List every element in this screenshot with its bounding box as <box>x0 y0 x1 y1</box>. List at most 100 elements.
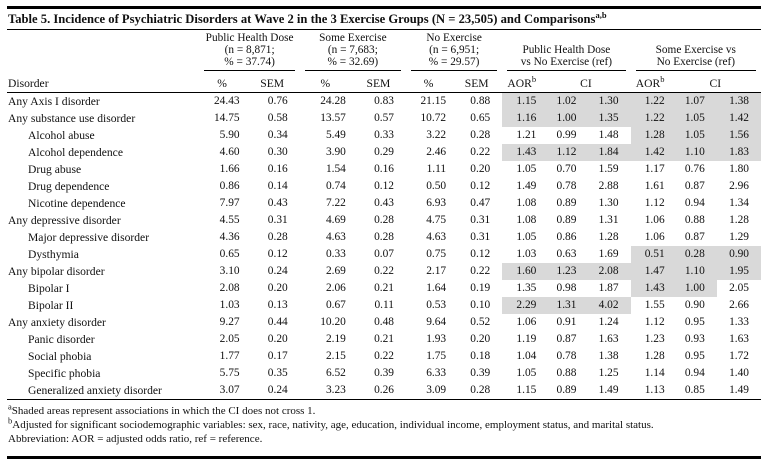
table-row: Major depressive disorder 4.36 0.28 4.63 0.2… <box>7 229 761 246</box>
cell-phd-sem: 0.35 <box>267 367 288 379</box>
disorder-label: Bipolar II <box>28 299 74 312</box>
cell-some-vs-no-ci-low: 1.05 <box>676 110 717 127</box>
cell-no-sem: 0.19 <box>470 282 491 294</box>
cell-phd-vs-no-aor: 1.16 <box>502 110 549 127</box>
cell-no-pct: 21.15 <box>420 95 447 107</box>
cell-some-vs-no-ci-high: 1.29 <box>729 231 749 243</box>
disorder-label: Nicotine dependence <box>28 197 126 210</box>
cell-no-pct: 6.33 <box>426 367 447 379</box>
cell-phd-sem: 0.43 <box>267 197 288 209</box>
table-row: Generalized anxiety disorder 3.07 0.24 3.23… <box>7 382 761 400</box>
cell-phd-vs-no-ci-high: 2.08 <box>588 263 631 280</box>
disorder-label: Social phobia <box>28 350 92 363</box>
cell-phd-pct: 4.55 <box>219 214 240 226</box>
cell-some-vs-no-ci-low: 0.76 <box>684 163 705 175</box>
cell-some-vs-no-aor: 1.28 <box>644 350 665 362</box>
cell-no-sem: 0.12 <box>470 248 491 260</box>
disorder-label: Any substance use disorder <box>8 112 136 125</box>
cell-phd-vs-no-ci-low: 0.78 <box>556 350 577 362</box>
cell-phd-vs-no-aor: 1.03 <box>516 248 537 260</box>
cell-some-vs-no-aor: 1.42 <box>630 144 677 161</box>
cell-some-vs-no-aor: 1.17 <box>644 163 665 175</box>
footnote-abbreviation-text: Abbreviation: AOR = adjusted odds ratio,… <box>8 432 263 445</box>
table-row: Any bipolar disorder 3.10 0.24 2.69 0.22 2.17… <box>7 263 761 280</box>
cell-some-vs-no-ci-high: 2.96 <box>729 180 749 192</box>
cell-phd-pct: 2.08 <box>219 282 240 294</box>
pct-header: % <box>199 71 252 93</box>
cell-phd-vs-no-ci-high: 1.49 <box>598 384 619 396</box>
disorder-label: Alcohol abuse <box>28 129 95 142</box>
cell-some-vs-no-ci-low: 1.00 <box>676 280 717 297</box>
cell-no-sem: 0.20 <box>470 333 491 345</box>
cell-some-sem: 0.21 <box>374 282 394 294</box>
cell-some-vs-no-aor: 1.13 <box>644 384 665 396</box>
cell-some-sem: 0.39 <box>374 367 394 379</box>
top-rule <box>7 6 761 9</box>
cell-phd-pct: 5.90 <box>219 129 240 141</box>
cell-some-pct: 6.52 <box>325 367 346 379</box>
cell-phd-vs-no-ci-high: 1.38 <box>598 350 619 362</box>
cell-phd-vs-no-aor: 1.21 <box>516 129 537 141</box>
cell-some-sem: 0.43 <box>374 197 394 209</box>
cell-some-vs-no-aor: 1.06 <box>644 214 665 226</box>
cell-no-sem: 0.28 <box>470 384 491 396</box>
cell-phd-vs-no-ci-low: 1.23 <box>548 263 589 280</box>
footnote-abbreviation: Abbreviation: AOR = adjusted odds ratio,… <box>8 433 759 447</box>
cell-phd-vs-no-ci-low: 0.78 <box>556 180 577 192</box>
footnote-a-marker: a <box>8 401 12 412</box>
group-label: Public Health Dose vs No Exercise (ref) <box>507 32 626 71</box>
cell-some-pct: 2.06 <box>325 282 346 294</box>
cell-some-vs-no-ci-low: 0.85 <box>684 384 705 396</box>
table-row: Specific phobia 5.75 0.35 6.52 0.39 6.33 0.39 1… <box>7 365 761 382</box>
cell-phd-sem: 0.16 <box>267 163 288 175</box>
cell-some-vs-no-ci-low: 0.87 <box>684 231 705 243</box>
cell-some-vs-no-ci-low: 0.28 <box>676 246 717 263</box>
sem-header: SEM <box>458 71 503 93</box>
cell-some-vs-no-aor: 1.22 <box>630 92 677 110</box>
cell-some-vs-no-ci-low: 0.87 <box>684 180 705 192</box>
cell-phd-vs-no-aor: 1.19 <box>516 333 537 345</box>
table-row: Dysthymia 0.65 0.12 0.33 0.07 0.75 0.12 1.03 0.6… <box>7 246 761 263</box>
aor-header-label: AOR <box>635 77 661 90</box>
cell-some-vs-no-ci-low: 0.90 <box>684 299 705 311</box>
cell-phd-vs-no-ci-high: 4.02 <box>588 297 631 314</box>
disorder-label: Any bipolar disorder <box>8 265 105 278</box>
cell-no-pct: 2.46 <box>426 146 447 158</box>
cell-some-pct: 4.69 <box>325 214 346 226</box>
cell-phd-vs-no-ci-low: 0.88 <box>556 367 577 379</box>
cell-phd-vs-no-ci-high: 1.69 <box>598 248 619 260</box>
table-row: Panic disorder 2.05 0.20 2.19 0.21 1.93 0.20 1.… <box>7 331 761 348</box>
cell-no-pct: 0.75 <box>426 248 447 260</box>
cell-some-sem: 0.28 <box>374 214 394 226</box>
cell-some-vs-no-ci-high: 0.90 <box>716 246 761 263</box>
group-phd-vs-no-exercise: Public Health Dose vs No Exercise (ref) <box>502 30 630 71</box>
cell-phd-vs-no-ci-high: 1.59 <box>598 163 619 175</box>
footnote-a: aShaded areas represent associations in … <box>8 402 759 419</box>
cell-some-vs-no-aor: 1.06 <box>644 231 665 243</box>
cell-phd-pct: 14.75 <box>213 112 240 124</box>
aor-header-label: AOR <box>507 77 532 90</box>
cell-phd-pct: 3.10 <box>219 265 240 277</box>
cell-some-vs-no-aor: 1.14 <box>644 367 665 379</box>
cell-some-vs-no-aor: 0.51 <box>630 246 677 263</box>
group-label-line: Public Health Dose <box>205 32 294 45</box>
table-row: Drug dependence 0.86 0.14 0.74 0.12 0.50 0.12 1… <box>7 178 761 195</box>
cell-phd-sem: 0.44 <box>267 316 288 328</box>
footnotes: aShaded areas represent associations in … <box>7 400 761 456</box>
cell-phd-sem: 0.20 <box>267 333 288 345</box>
cell-no-pct: 6.93 <box>426 197 447 209</box>
cell-phd-vs-no-ci-low: 1.12 <box>548 144 589 161</box>
cell-no-sem: 0.18 <box>470 350 491 362</box>
cell-no-pct: 2.17 <box>426 265 447 277</box>
table-title-superscript: a,b <box>595 9 607 20</box>
cell-some-vs-no-ci-low: 1.07 <box>676 92 717 110</box>
cell-no-sem: 0.22 <box>470 146 491 158</box>
cell-no-pct: 0.50 <box>426 180 447 192</box>
cell-some-sem: 0.07 <box>374 248 394 260</box>
cell-some-sem: 0.22 <box>374 265 394 277</box>
cell-phd-pct: 2.05 <box>219 333 240 345</box>
table-row: Alcohol abuse 5.90 0.34 5.49 0.33 3.22 0.28 1.2… <box>7 127 761 144</box>
cell-no-pct: 1.11 <box>426 163 447 175</box>
cell-phd-pct: 4.36 <box>219 231 240 243</box>
cell-some-sem: 0.29 <box>374 146 394 158</box>
